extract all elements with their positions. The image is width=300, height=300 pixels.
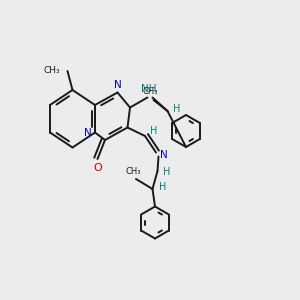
Text: H: H <box>163 167 170 177</box>
Text: CH₃: CH₃ <box>126 167 141 176</box>
Text: N: N <box>84 128 92 137</box>
Text: H: H <box>150 126 158 136</box>
Text: O: O <box>93 163 102 173</box>
Text: CH₃: CH₃ <box>142 87 158 96</box>
Text: N: N <box>114 80 122 90</box>
Text: NH: NH <box>141 83 156 94</box>
Text: H: H <box>173 103 180 113</box>
Text: H: H <box>159 182 166 191</box>
Text: N: N <box>160 150 167 160</box>
Text: CH₃: CH₃ <box>44 65 60 74</box>
